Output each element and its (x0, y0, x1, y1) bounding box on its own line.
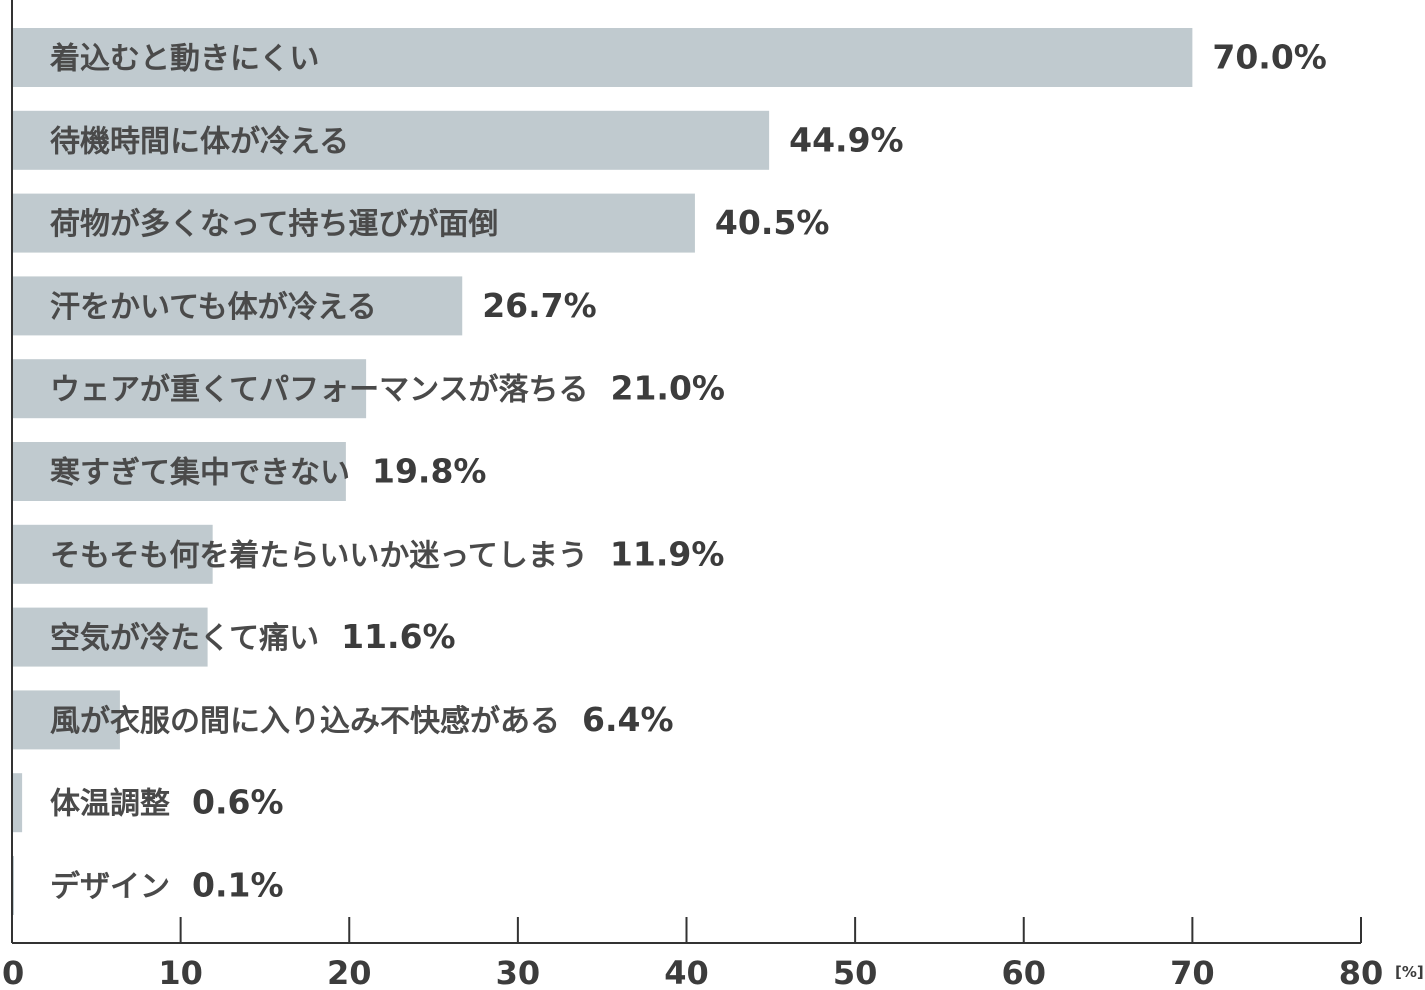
x-tick-label: 80 (1339, 954, 1384, 990)
value-label: 6.4% (582, 700, 674, 739)
x-tick-label: 10 (158, 954, 203, 990)
value-label: 70.0% (1212, 38, 1327, 77)
bar (12, 773, 22, 832)
value-label: 11.6% (341, 617, 456, 656)
category-label: そもそも何を着たらいいか迷ってしまう (50, 538, 588, 573)
x-tick-label: 40 (664, 954, 709, 990)
value-label: 40.5% (715, 203, 830, 242)
category-label: 汗をかいても体が冷える (50, 290, 377, 325)
category-label: 体温調整 (50, 787, 170, 822)
value-label: 19.8% (372, 452, 487, 491)
category-label: 寒すぎて集中できない (50, 456, 350, 491)
x-tick-label: 60 (1001, 954, 1046, 990)
value-label: 11.9% (610, 534, 725, 573)
category-label: 荷物が多くなって持ち運びが面倒 (50, 207, 499, 242)
x-tick-label: 50 (833, 954, 878, 990)
value-label: 0.1% (192, 866, 284, 905)
value-label: 44.9% (789, 120, 904, 159)
category-label: デザイン (50, 870, 170, 905)
category-label: ウェアが重くてパフォーマンスが落ちる (50, 373, 589, 408)
value-label: 26.7% (482, 286, 597, 325)
value-label: 0.6% (192, 783, 284, 822)
category-label: 待機時間に体が冷える (50, 124, 349, 159)
x-tick-label: 20 (327, 954, 372, 990)
category-label: 空気が冷たくて痛い (50, 621, 319, 656)
category-label: 風が衣服の間に入り込み不快感がある (50, 704, 560, 739)
x-tick-label: 0 (2, 954, 24, 990)
x-tick-label: 70 (1170, 954, 1215, 990)
x-axis-unit: [%] (1395, 963, 1424, 981)
category-labels-group: 着込むと動きにくい待機時間に体が冷える荷物が多くなって持ち運びが面倒汗をかいても… (50, 42, 589, 905)
value-label: 21.0% (611, 369, 726, 408)
category-label: 着込むと動きにくい (50, 42, 319, 77)
x-tick-label: 30 (496, 954, 541, 990)
